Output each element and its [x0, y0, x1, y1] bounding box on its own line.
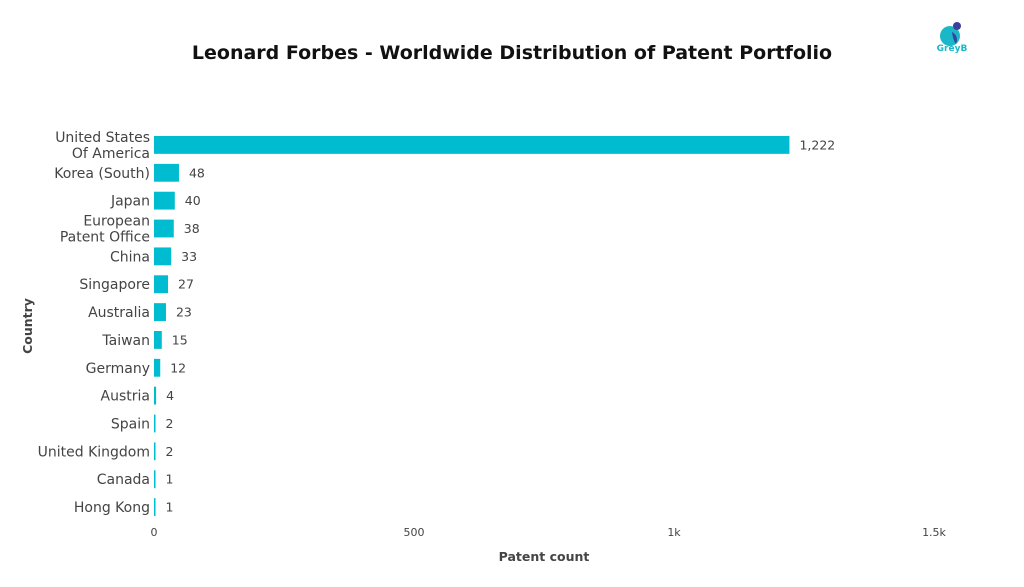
value-label: 48: [189, 165, 205, 180]
category-label: Spain: [111, 417, 150, 433]
chart-title: Leonard Forbes - Worldwide Distribution …: [191, 42, 833, 64]
category-label: Austria: [101, 389, 150, 405]
value-labels: 1,222 48 40 38 33 27 23 15 12 4 2 2 1 1: [166, 137, 836, 514]
value-label: 12: [170, 360, 186, 375]
value-label: 40: [185, 193, 201, 208]
logo-text: GreyB: [936, 44, 968, 54]
bar: [154, 219, 174, 238]
x-tick-label: 0: [151, 526, 158, 539]
x-tick-label: 1.5k: [922, 526, 946, 539]
value-label: 2: [166, 416, 174, 431]
x-axis-title: Patent count: [499, 549, 590, 564]
value-label: 1: [166, 500, 174, 515]
bar: [154, 275, 169, 294]
bar: [154, 442, 156, 461]
bar: [154, 470, 156, 489]
value-label: 27: [178, 277, 194, 292]
category-label: Germany: [86, 361, 150, 377]
category-label: United Kingdom: [38, 444, 150, 460]
bar: [154, 163, 179, 182]
bar: [154, 414, 156, 433]
category-label: Singapore: [79, 277, 150, 293]
value-label: 4: [166, 388, 174, 403]
bar: [154, 191, 175, 210]
category-labels: United States Of America Korea (South) Japa…: [38, 130, 150, 516]
bar: [154, 358, 161, 377]
value-label: 1,222: [799, 137, 835, 152]
x-tick-label: 1k: [667, 526, 681, 539]
x-tick-label: 500: [404, 526, 425, 539]
bar: [154, 247, 172, 266]
bar: [154, 498, 156, 516]
category-label: United States Of America: [55, 130, 150, 162]
bar: [154, 331, 162, 349]
category-label: Hong Kong: [74, 500, 150, 516]
bars-group: [154, 136, 790, 516]
y-axis-title: Country: [20, 298, 35, 354]
value-label: 38: [184, 221, 200, 236]
bar: [154, 386, 157, 405]
category-label: Canada: [97, 472, 150, 488]
category-label: China: [110, 249, 150, 265]
bar: [154, 136, 790, 154]
value-label: 33: [181, 249, 197, 264]
category-label: Australia: [88, 305, 150, 321]
value-label: 23: [176, 305, 192, 320]
bar: [154, 303, 166, 321]
category-label: Japan: [110, 194, 150, 210]
value-label: 15: [172, 332, 188, 347]
category-label: Taiwan: [101, 333, 150, 349]
value-label: 2: [166, 444, 174, 459]
x-tick-labels: 0 500 1k 1.5k: [151, 526, 947, 539]
value-label: 1: [166, 472, 174, 487]
category-label: European Patent Office: [60, 214, 150, 246]
greyb-logo-icon: [940, 22, 961, 46]
category-label: Korea (South): [54, 166, 150, 182]
